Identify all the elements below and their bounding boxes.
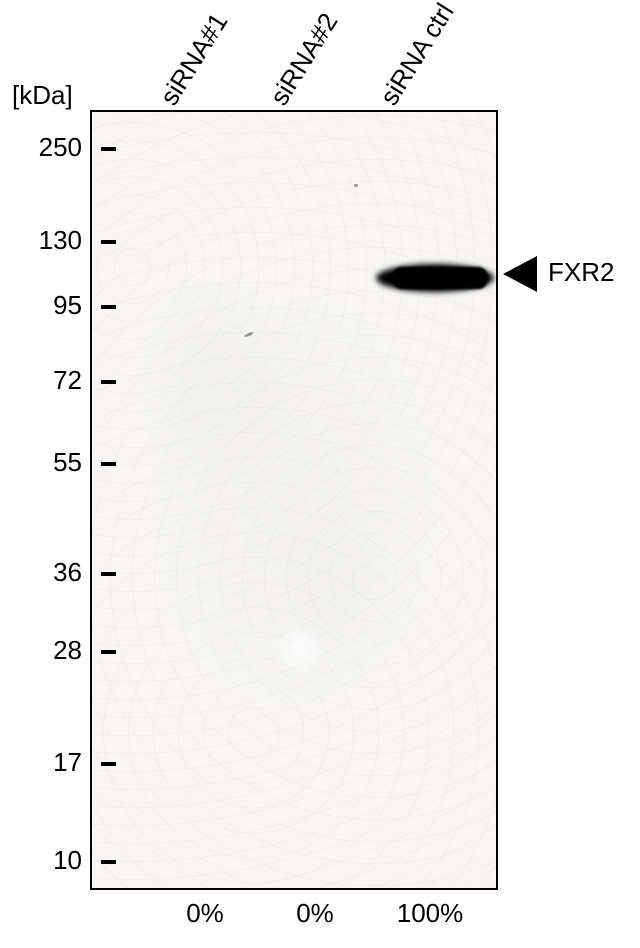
marker-tick-10 [101,860,116,864]
marker-label-130: 130 [32,225,82,256]
marker-label-28: 28 [32,635,82,666]
marker-label-72: 72 [32,365,82,396]
blot-noise [92,112,496,888]
marker-tick-28 [101,650,116,654]
marker-label-250: 250 [32,132,82,163]
marker-label-17: 17 [32,747,82,778]
marker-tick-130 [101,240,116,244]
lane-label-sirna2: siRNA#2 [264,8,345,111]
lane-label-sirnactrl: siRNA ctrl [374,0,461,111]
western-blot-figure: [kDa] 250 130 95 72 55 36 28 17 10 siRNA… [0,0,640,948]
blot-frame [90,110,498,890]
marker-label-36: 36 [32,557,82,588]
percent-lane-2: 0% [275,898,355,929]
lane-label-sirna1: siRNA#1 [154,8,235,111]
marker-tick-72 [101,380,116,384]
marker-label-10: 10 [32,845,82,876]
marker-tick-17 [101,762,116,766]
yaxis-unit-label: [kDa] [12,80,73,111]
percent-lane-3: 100% [380,898,480,929]
marker-tick-36 [101,572,116,576]
marker-tick-95 [101,305,116,309]
blot-speck [354,184,358,187]
marker-tick-250 [101,147,116,151]
band-arrow-icon [503,256,537,292]
blot-light-spot [272,627,327,672]
marker-tick-55 [101,462,116,466]
percent-lane-1: 0% [165,898,245,929]
marker-label-55: 55 [32,447,82,478]
protein-band-fxr2-core [392,267,488,289]
marker-label-95: 95 [32,290,82,321]
band-annotation-label: FXR2 [548,257,614,288]
